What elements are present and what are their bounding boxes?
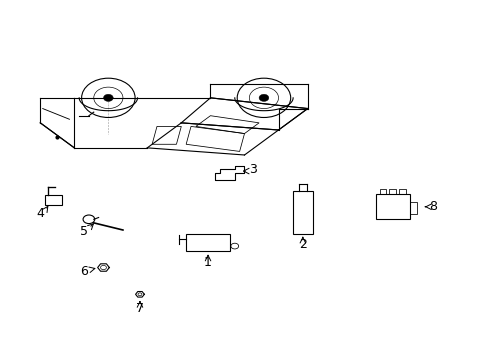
Text: 1: 1 [203,256,211,269]
Text: 2: 2 [298,238,306,251]
Text: 3: 3 [249,163,257,176]
Circle shape [103,94,113,102]
Text: 5: 5 [80,225,88,238]
Text: 6: 6 [80,265,88,278]
Text: 7: 7 [136,302,143,315]
Text: 8: 8 [428,200,436,213]
Circle shape [259,94,268,102]
Text: 4: 4 [36,207,44,220]
